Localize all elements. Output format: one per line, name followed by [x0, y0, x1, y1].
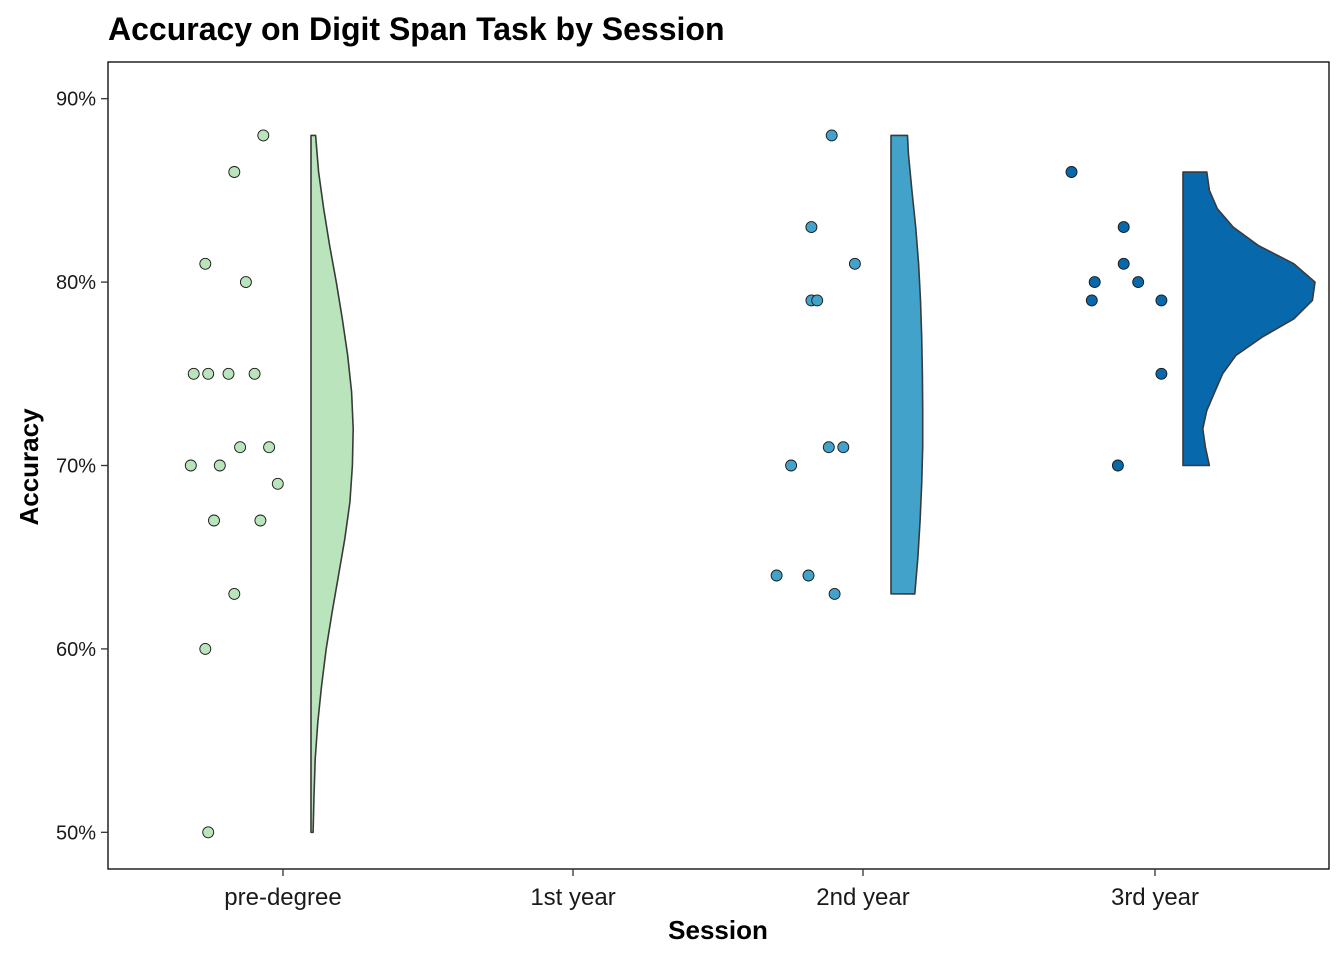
data-point	[213, 459, 226, 472]
data-point	[199, 642, 212, 655]
data-point	[1117, 221, 1130, 234]
data-point	[1085, 294, 1098, 307]
data-point	[837, 441, 850, 454]
data-point	[257, 129, 270, 142]
data-point	[271, 477, 284, 490]
data-point	[1155, 294, 1168, 307]
data-point	[828, 587, 841, 600]
data-point	[822, 441, 835, 454]
data-point	[222, 367, 235, 380]
plot-area: 50% 60% 70% 80% 90% pre-degree 1st year 2nd yea…	[56, 61, 1330, 911]
data-point	[202, 367, 215, 380]
data-point	[811, 294, 824, 307]
data-point	[785, 459, 798, 472]
data-point	[187, 367, 200, 380]
data-point	[254, 514, 267, 527]
data-point	[234, 441, 247, 454]
data-point	[770, 569, 783, 582]
y-tick-label: 80%	[56, 272, 96, 294]
data-point	[239, 276, 252, 289]
y-tick-label: 50%	[56, 822, 96, 844]
x-axis-title: Session	[668, 915, 768, 945]
data-point	[1117, 257, 1130, 270]
y-axis-title: Accuracy	[14, 408, 44, 526]
data-point	[1132, 276, 1145, 289]
data-point	[199, 257, 212, 270]
chart-title: Accuracy on Digit Span Task by Session	[108, 11, 724, 47]
data-point	[1111, 459, 1124, 472]
data-point	[208, 514, 220, 527]
data-point	[1065, 166, 1078, 178]
data-point	[263, 441, 276, 454]
y-tick-label: 60%	[56, 639, 96, 661]
x-tick-label: 3rd year	[1111, 884, 1199, 911]
x-tick-label: pre-degree	[224, 884, 341, 911]
x-tick-label: 1st year	[530, 884, 615, 911]
violin-3rd-year	[1182, 171, 1316, 467]
data-point	[202, 826, 215, 839]
data-point	[1088, 276, 1101, 289]
x-tick-label: 2nd year	[816, 884, 909, 911]
data-point	[184, 459, 197, 472]
data-point	[825, 129, 838, 142]
data-point	[228, 587, 241, 600]
violin-pre-degree	[310, 134, 354, 834]
y-tick-label: 90%	[56, 89, 96, 111]
data-point	[248, 367, 261, 380]
data-point	[1155, 367, 1168, 380]
plot-frame	[107, 61, 1330, 870]
data-point	[802, 569, 815, 582]
data-point	[805, 221, 818, 234]
y-tick-label: 70%	[56, 456, 96, 478]
violin-2nd-year	[890, 134, 924, 595]
data-point	[848, 257, 861, 270]
data-point	[228, 166, 241, 178]
